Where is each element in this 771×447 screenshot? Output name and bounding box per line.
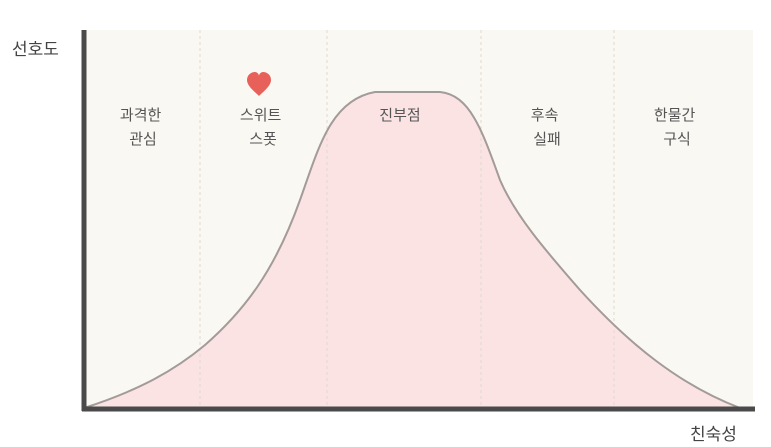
x-axis-label: 친숙성: [690, 425, 737, 445]
zone-label-line: 스위트: [240, 106, 282, 124]
zone-label-cliche: 진부점: [379, 106, 420, 124]
preference-curve-fill: [84, 92, 740, 408]
preference-curve-line: [83, 91, 741, 409]
zone-label-line: 과격한: [120, 106, 162, 124]
zone-label-outdated: 한물간 구식: [654, 106, 700, 148]
zone-label-line: 관심: [129, 130, 157, 148]
y-axis-label: 선호도: [12, 40, 59, 60]
zone-label-line: 진부점: [379, 106, 420, 124]
zone-dividers: [199, 30, 615, 408]
zone-label-line: 한물간: [654, 106, 696, 124]
zone-label-line: 후속: [531, 106, 559, 124]
zone-label-sweet-spot: 스위트 스폿: [240, 106, 286, 148]
zone-label-line: 구식: [663, 130, 691, 148]
heart-icon: [247, 72, 271, 96]
zone-label-sequel-failure: 후속 실패: [531, 106, 563, 148]
zone-label-line: 실패: [533, 130, 561, 148]
zone-label-reckless-interest: 과격한 관심: [120, 106, 166, 148]
zone-label-line: 스폿: [249, 130, 277, 148]
